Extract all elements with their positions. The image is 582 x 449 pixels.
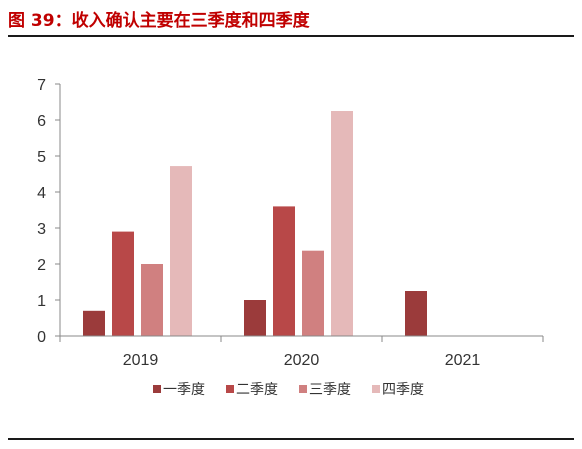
bar-2020-series-4 [331, 111, 353, 336]
bar-2020-series-2 [273, 206, 295, 336]
x-tick-label: 2019 [123, 352, 159, 369]
x-tick-label: 2021 [445, 352, 481, 369]
bar-2019-series-3 [141, 264, 163, 336]
legend-label: 三季度 [309, 382, 351, 398]
bottom-rule [8, 438, 574, 440]
legend-label: 二季度 [236, 382, 278, 398]
top-rule [8, 35, 574, 37]
x-tick-label: 2020 [284, 352, 320, 369]
y-tick-label: 1 [37, 293, 46, 310]
bar-2021-series-1 [405, 291, 427, 336]
axes-layer: 0 1 2 3 4 5 6 7 2019 2020 2021 [37, 77, 544, 369]
legend-swatch [299, 385, 307, 393]
legend-label: 一季度 [163, 382, 205, 398]
legend-swatch [372, 385, 380, 393]
y-tick-label: 2 [37, 257, 46, 274]
bar-2019-series-4 [170, 166, 192, 336]
bar-2020-series-3 [302, 250, 324, 336]
figure-title: 图 39：收入确认主要在三季度和四季度 [8, 11, 310, 31]
y-tick-label: 6 [37, 113, 46, 130]
y-tick-label: 3 [37, 221, 46, 238]
legend-label: 四季度 [382, 382, 424, 398]
bar-2019-series-2 [112, 231, 134, 336]
y-tick-label: 4 [37, 185, 46, 202]
y-tick-label: 7 [37, 77, 46, 94]
bars-layer [83, 111, 427, 336]
bar-2019-series-1 [83, 310, 105, 336]
y-tick-label: 0 [37, 329, 46, 346]
legend: 一季度 二季度 三季度 四季度 [153, 382, 424, 398]
y-tick-label: 5 [37, 149, 46, 166]
legend-swatch [153, 385, 161, 393]
bar-2020-series-1 [244, 300, 266, 336]
legend-swatch [226, 385, 234, 393]
